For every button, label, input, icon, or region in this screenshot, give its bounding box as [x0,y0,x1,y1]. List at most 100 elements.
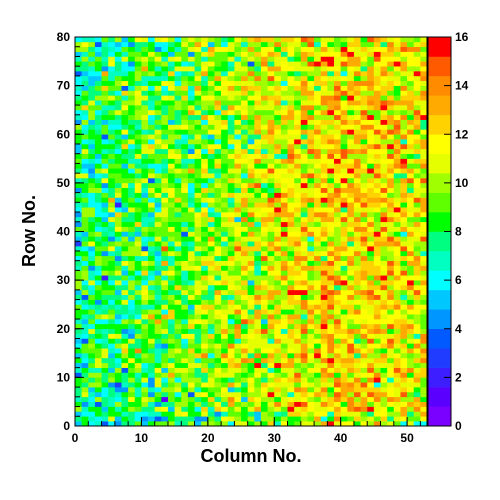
heatmap-cell [387,255,395,261]
heatmap-cell [241,37,248,43]
heatmap-cell [227,163,235,169]
heatmap-cell [373,270,381,276]
heatmap-cell [280,226,288,232]
heatmap-cell [347,129,355,135]
heatmap-cell [334,192,341,198]
heatmap-cell [234,80,242,86]
heatmap-cell [340,314,348,320]
heatmap-cell [227,37,235,43]
heatmap-cell [387,187,395,193]
heatmap-cell [241,246,248,252]
heatmap-cell [128,207,136,213]
heatmap-cell [387,71,395,77]
heatmap-cell [148,401,155,407]
heatmap-cell [81,377,89,383]
heatmap-cell [141,119,149,125]
heatmap-cell [141,61,149,67]
heatmap-cell [214,129,222,135]
heatmap-cell [187,416,195,422]
heatmap-cell [300,173,308,179]
heatmap-cell [221,37,229,43]
heatmap-cell [307,66,315,72]
heatmap-cell [234,95,242,101]
colorbar-swatch [428,114,451,135]
heatmap-cell [108,372,116,378]
heatmap-cell [400,236,408,242]
heatmap-cell [227,406,235,412]
heatmap-cell [88,406,96,412]
heatmap-cell [128,85,136,91]
heatmap-cell [300,37,308,43]
heatmap-cell [214,100,222,106]
heatmap-cell [121,163,129,169]
heatmap-cell [340,158,348,164]
heatmap-cell [148,353,155,359]
heatmap-cell [75,148,82,154]
heatmap-cell [327,158,335,164]
heatmap-cell [121,221,129,227]
heatmap-cell [134,357,142,364]
heatmap-cell [400,284,408,291]
heatmap-cell [194,387,202,393]
heatmap-cell [94,348,102,354]
heatmap-cell [174,367,182,373]
heatmap-cell [134,236,142,242]
heatmap-cell [221,401,229,407]
heatmap-cell [134,353,142,359]
heatmap-cell [121,260,129,266]
heatmap-cell [141,304,149,310]
heatmap-cell [420,124,428,130]
heatmap-cell [148,182,155,189]
heatmap-cell [221,46,229,52]
heatmap-cell [75,250,82,257]
heatmap-cell [387,294,395,300]
heatmap-cell [108,387,116,393]
heatmap-cell [88,319,96,325]
heatmap-cell [108,353,116,359]
heatmap-cell [148,299,155,305]
heatmap-cell [260,153,268,159]
heatmap-cell [114,241,122,247]
heatmap-cell [194,270,202,276]
heatmap-cell [121,372,129,378]
heatmap-cell [294,328,302,334]
heatmap-cell [94,323,102,330]
heatmap-cell [101,294,109,300]
heatmap-cell [194,372,202,378]
heatmap-cell [154,304,162,310]
heatmap-cell [174,255,182,261]
heatmap-cell [254,66,262,72]
heatmap-cell [101,100,109,106]
heatmap-cell [134,289,142,296]
heatmap-cell [194,119,202,125]
heatmap-cell [227,182,235,189]
heatmap-cell [260,105,268,111]
heatmap-cell [227,231,235,237]
heatmap-cell [247,85,255,91]
heatmap-cell [214,187,222,193]
heatmap-cell [280,129,288,135]
heatmap-cell [75,357,82,364]
heatmap-cell [407,382,415,388]
heatmap-cell [134,338,142,344]
heatmap-cell [400,294,408,300]
heatmap-cell [334,314,341,320]
heatmap-cell [413,114,421,120]
heatmap-cell [347,396,355,402]
heatmap-cell [194,367,202,373]
heatmap-cell [407,396,415,402]
heatmap-cell [413,280,421,286]
heatmap-cell [334,387,341,393]
heatmap-cell [128,396,136,402]
heatmap-cell [101,280,109,286]
heatmap-cell [367,148,375,154]
heatmap-cell [194,246,202,252]
heatmap-cell [75,328,82,334]
heatmap-cell [280,255,288,261]
heatmap-cell [420,382,428,388]
heatmap-cell [121,100,129,106]
heatmap-cell [94,158,102,164]
heatmap-cell [300,56,308,62]
heatmap-cell [81,143,89,150]
heatmap-cell [260,148,268,154]
